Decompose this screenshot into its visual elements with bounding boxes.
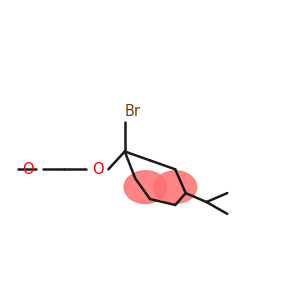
Text: Br: Br (125, 104, 141, 119)
Ellipse shape (124, 171, 167, 203)
Text: O: O (22, 162, 34, 177)
Text: O: O (92, 162, 104, 177)
Ellipse shape (154, 171, 197, 203)
